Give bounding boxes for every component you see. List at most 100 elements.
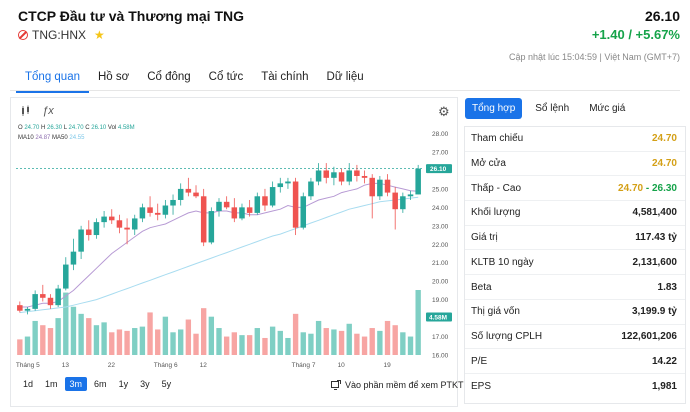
open-analysis-link[interactable]: Vào phần mềm để xem PTKT [331,380,464,390]
volume-bar [17,339,23,355]
last-volume-tag [426,312,452,322]
volume-bar [132,328,138,355]
x-tick-label: Tháng 6 [154,362,178,369]
price-change: +1.40 / +5.67% [591,27,680,42]
y-tick-label: 17.00 [432,334,449,341]
volume-bar [246,335,253,355]
volume-bar [193,333,199,355]
ticker-row: TNG:HNX ★ [18,28,105,42]
price-chart[interactable]: 28.0027.0026.0025.0024.0023.0022.0021.00… [10,122,470,382]
y-tick-label: 16.00 [432,353,449,360]
current-price: 26.10 [644,8,680,24]
function-icon[interactable]: ƒx [42,105,54,117]
candle-body [323,170,330,178]
ma-legend: MA10 24.87 MA50 24.55 [18,135,85,141]
candle-body [108,216,115,221]
x-tick-label: 19 [384,362,392,369]
tab-shareholders[interactable]: Cổ đông [147,71,191,83]
ticker-symbol: TNG:HNX [32,28,86,42]
candle-body [101,216,107,223]
candle-body [384,179,391,193]
candle-body [32,294,38,309]
period-3y[interactable]: 3y [140,379,150,389]
volume-bar [101,322,107,355]
candle-body [47,297,54,306]
stat-row: Mở cửa 24.70 [465,152,685,177]
candle-body [361,175,368,178]
external-link-icon [331,380,341,390]
candle-body [124,227,130,230]
tab-summary[interactable]: Tổng hợp [465,98,523,119]
stat-row: KLTB 10 ngày 2,131,600 [465,251,685,276]
volume-bar [24,336,31,355]
candle-body [400,196,406,210]
candle-body [277,183,284,188]
volume-bar [70,306,77,355]
candle-body [185,188,192,193]
gear-icon[interactable]: ⚙ [438,104,450,119]
volume-bar [208,316,215,355]
candle-body [17,305,23,311]
x-tick-label: 13 [62,362,70,369]
tab-data[interactable]: Dữ liệu [326,71,364,83]
candle-body [392,192,398,210]
volume-bar [86,318,92,355]
tab-price-levels[interactable]: Mức giá [589,103,626,114]
candle-body [200,196,207,243]
candle-body [63,264,69,289]
star-icon[interactable]: ★ [94,28,105,42]
volume-bar [277,330,283,355]
chart-panel [10,97,458,407]
volume-bar [300,332,306,355]
stat-row: Khối lượng 4,581,400 [465,201,685,226]
volume-bar [63,292,69,355]
stat-row: Thị giá vốn 3,199.9 tỷ [465,300,685,325]
candle-body [338,172,345,182]
volume-bar [308,333,314,355]
y-tick-label: 27.00 [432,149,449,156]
volume-bar [415,290,421,355]
volume-bar [200,308,207,355]
y-tick-label: 23.00 [432,223,449,230]
volume-bar [47,328,54,355]
tab-overview[interactable]: Tổng quan [16,68,89,93]
y-tick-label: 25.00 [432,186,449,193]
volume-bar [93,325,100,355]
tab-financials[interactable]: Tài chính [261,71,309,83]
x-tick-label: 22 [108,362,116,369]
x-tick-label: Tháng 5 [16,362,40,369]
candle-body [216,201,222,212]
ma50-line [19,196,419,314]
tab-order-book[interactable]: Sổ lệnh [535,103,570,114]
candle-body [70,251,77,265]
volume-bar [400,332,406,355]
period-1y[interactable]: 1y [118,379,129,389]
period-3m[interactable]: 3m [64,377,88,391]
stat-row: Số lượng CPLH 122,601,206 [465,325,685,350]
volume-bar [384,320,391,355]
volume-bar [354,333,360,355]
volume-bar [331,329,337,355]
stat-row: EPS 1,981 [471,380,677,392]
volume-bar [55,318,61,355]
updated-time: Cập nhật lúc 15:04:59 | Việt Nam (GMT+7) [508,52,680,62]
period-1m[interactable]: 1m [45,379,58,389]
candle-body [292,181,299,228]
candle-body [231,207,238,219]
volume-bar [32,320,38,355]
candle-body [354,170,360,176]
tab-dividends[interactable]: Cổ tức [208,71,244,83]
stat-row: Thấp - Cao 24.70 - 26.30 [465,176,685,202]
last-price-label: 26.10 [430,166,447,173]
tab-profile[interactable]: Hồ sơ [98,71,130,83]
volume-bar [392,325,398,355]
period-1d[interactable]: 1d [23,379,34,389]
candles-icon[interactable] [18,103,34,119]
period-5y[interactable]: 5y [161,379,172,389]
period-6m[interactable]: 6m [94,379,107,389]
candle-body [285,181,291,184]
ohlc-legend: O 24.70 H 26.30 L 24.70 C 26.10 Vol 4.58… [18,125,135,131]
candle-body [116,220,123,228]
volume-bar [40,325,46,355]
candle-body [262,196,268,206]
